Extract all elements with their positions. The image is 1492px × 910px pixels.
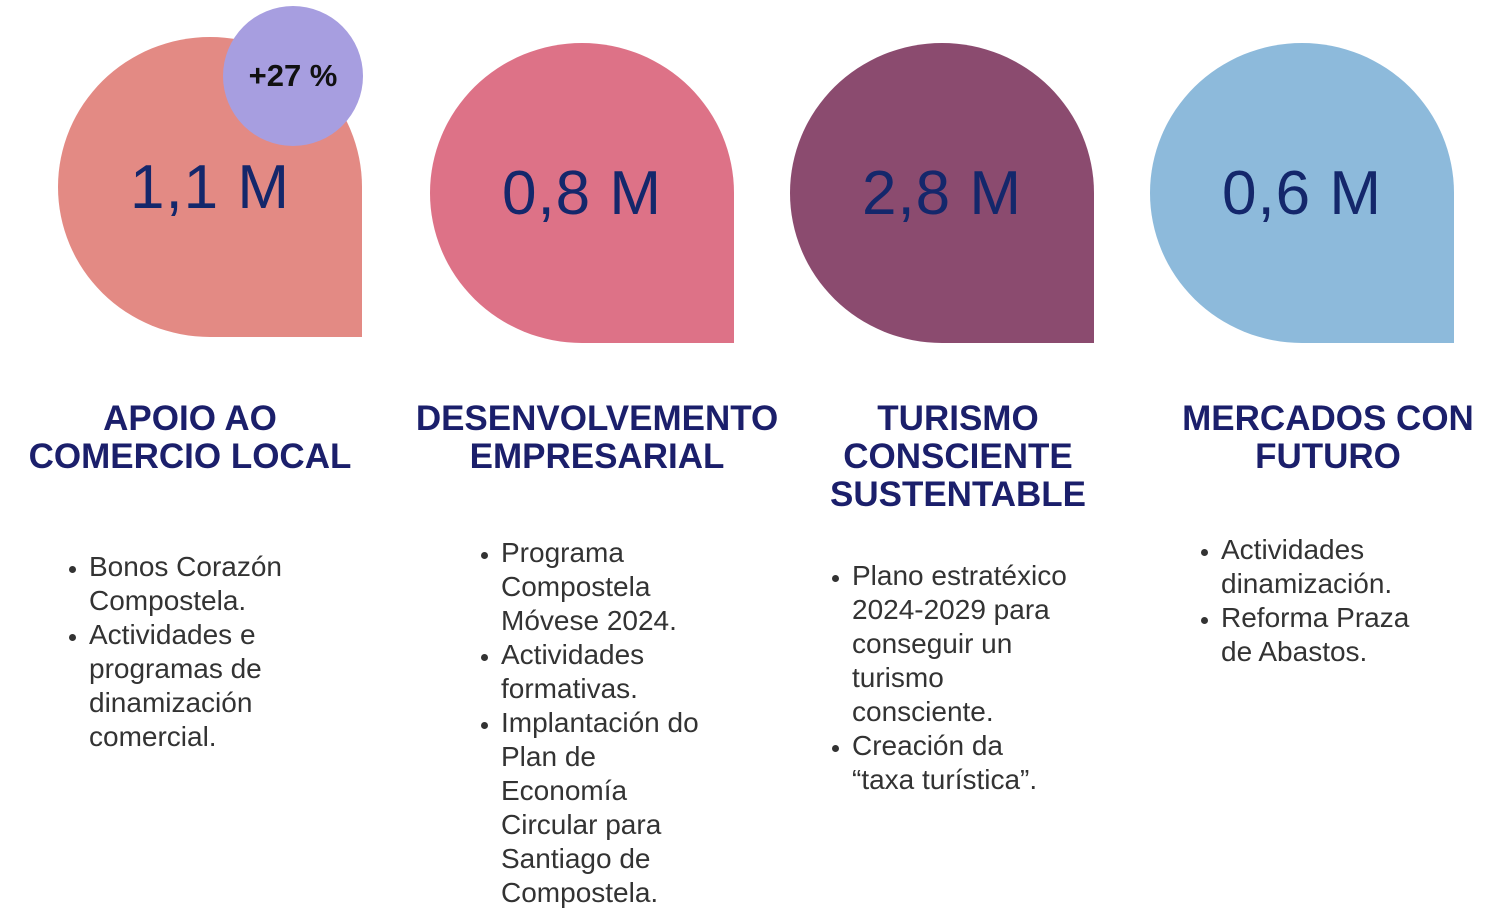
category-title: DESENVOLVEMENTO EMPRESARIAL — [387, 400, 807, 476]
category-title: TURISMO CONSCIENTE SUSTENTABLE — [748, 400, 1168, 514]
category-title: APOIO AO COMERCIO LOCAL — [0, 400, 400, 476]
bullet-line: “taxa turística”. — [852, 764, 1038, 795]
bullet-line: Actividades — [1221, 534, 1365, 565]
title-line: MERCADOS CON — [1182, 399, 1474, 438]
bullet-line: comercial. — [89, 721, 217, 752]
title-line: EMPRESARIAL — [469, 437, 725, 476]
bullet-line: dinamización — [89, 687, 253, 718]
growth-badge: +27 % — [223, 6, 363, 146]
title-line: SUSTENTABLE — [829, 475, 1087, 514]
value-drop: 0,8 M — [430, 43, 734, 343]
bullet-line: programas de — [89, 653, 262, 684]
bullet-line: Compostela. — [501, 877, 659, 908]
bullet-item: Creación da“taxa turística”. — [852, 729, 1067, 797]
title-line: CONSCIENTE — [843, 437, 1073, 476]
value-drop: 2,8 M — [790, 43, 1094, 343]
bullet-line: Programa — [501, 537, 624, 568]
value-drop: 0,6 M — [1150, 43, 1454, 343]
value: 1,1 M — [129, 152, 291, 222]
title-line: COMERCIO LOCAL — [28, 437, 352, 476]
bullet-line: de Abastos. — [1221, 636, 1368, 667]
bullet-line: Economía — [501, 775, 628, 806]
bullet-line: Plan de — [501, 741, 596, 772]
bullet-line: turismo — [852, 662, 944, 693]
bullet-line: Plano estratéxico — [852, 560, 1067, 591]
value: 0,8 M — [501, 158, 663, 228]
bullet-line: Santiago de — [501, 843, 651, 874]
bullet-line: Compostela. — [89, 585, 247, 616]
title-line: APOIO AO — [103, 399, 277, 438]
bullet-line: Móvese 2024. — [501, 605, 677, 636]
category-title: MERCADOS CON FUTURO — [1118, 400, 1492, 476]
bullet-line: Implantación do — [501, 707, 699, 738]
bullet-line: Actividades e — [89, 619, 256, 650]
bullet-line: dinamización. — [1221, 568, 1393, 599]
bullet-line: Actividades — [501, 639, 645, 670]
bullet-line: Compostela — [501, 571, 651, 602]
bullet-line: Bonos Corazón — [89, 551, 283, 582]
bullet-line: formativas. — [501, 673, 638, 704]
value: 0,6 M — [1221, 158, 1383, 228]
value: 2,8 M — [861, 158, 1023, 228]
title-line: FUTURO — [1255, 437, 1401, 476]
bullet-line: 2024-2029 para — [852, 594, 1050, 625]
bullet-line: consciente. — [852, 696, 994, 727]
bullet-line: Creación da — [852, 730, 1003, 761]
title-line: DESENVOLVEMENTO — [415, 399, 779, 438]
title-line: TURISMO — [877, 399, 1039, 438]
bullet-line: conseguir un — [852, 628, 1013, 659]
bullet-line: Circular para — [501, 809, 662, 840]
bullet-line: Reforma Praza — [1221, 602, 1410, 633]
